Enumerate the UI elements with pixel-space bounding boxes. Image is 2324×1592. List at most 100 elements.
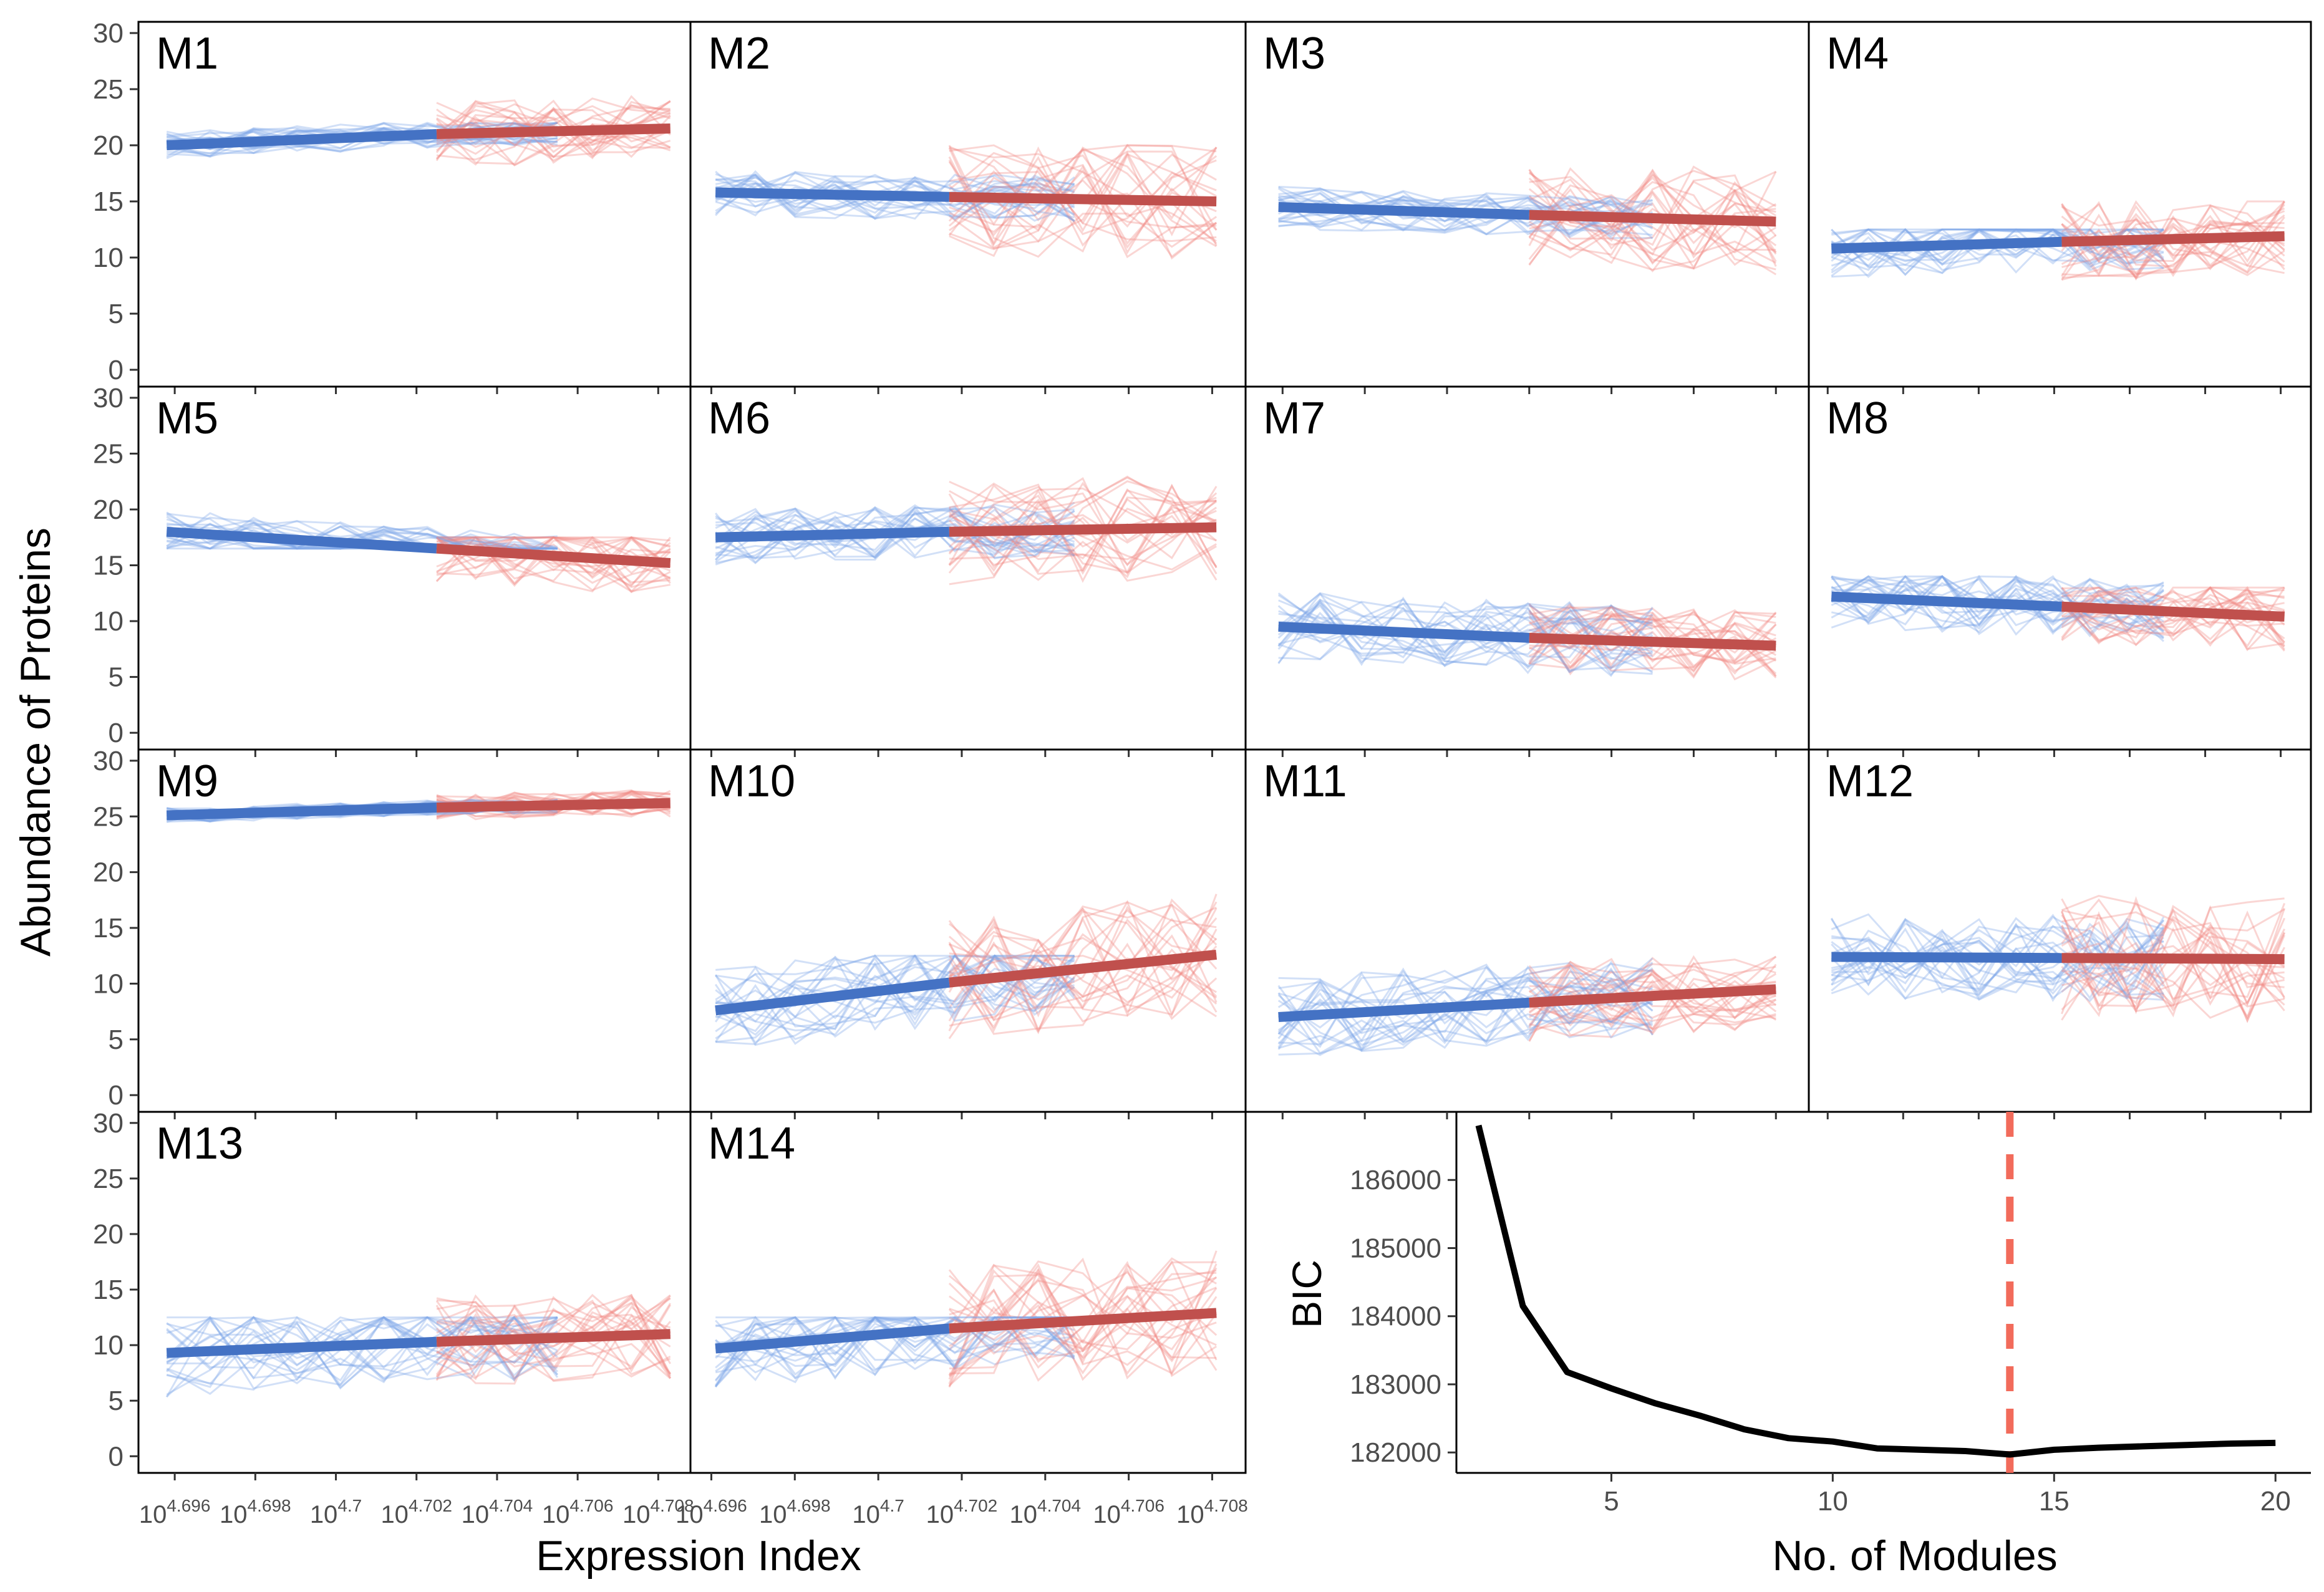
trend-line-red <box>949 191 1217 206</box>
panel-m3: M3 <box>1244 21 1810 394</box>
profile-line-red <box>436 102 671 143</box>
x-tick-label: 104.7 <box>310 1496 362 1528</box>
profile-line-red <box>2061 217 2285 281</box>
profile-line-red <box>436 536 671 592</box>
profile-line-blue <box>1831 228 2164 274</box>
panel-m12: M12 <box>1808 748 2312 1119</box>
profile-line-red <box>1528 169 1777 270</box>
profile-line-blue <box>1831 913 2164 1001</box>
profile-line-blue <box>1278 599 1653 673</box>
profile-line-blue <box>166 1316 558 1382</box>
panel-m2: M2 <box>689 21 1247 394</box>
profile-line-red <box>435 97 671 162</box>
trend-line-red <box>2061 953 2285 965</box>
profile-line-red <box>949 147 1218 236</box>
y-tick-label: 5 <box>109 299 123 329</box>
profile-line-red <box>948 170 1217 228</box>
profile-line-red <box>2061 586 2285 639</box>
profile-line-red <box>435 536 671 587</box>
profile-line-red <box>948 486 1217 582</box>
profile-line-blue <box>715 173 1075 220</box>
profile-line-red <box>2061 591 2285 647</box>
profile-line-blue <box>1277 187 1653 235</box>
profile-line-red <box>1529 970 1776 1016</box>
profile-line-red <box>2061 908 2285 1012</box>
profile-line-blue <box>715 1316 1075 1388</box>
trend-line-red <box>2061 601 2285 622</box>
profile-line-red <box>948 480 1218 573</box>
profile-line-red <box>2061 895 2285 1006</box>
profile-line-red <box>2061 201 2285 281</box>
profile-line-blue <box>167 1316 558 1379</box>
x-axis-title-expression: Expression Index <box>536 1532 861 1580</box>
profile-line-red <box>2061 587 2285 648</box>
profile-line-blue <box>715 513 1075 559</box>
profile-line-red <box>436 109 671 153</box>
profile-line-red <box>1528 165 1776 246</box>
profile-line-blue <box>1831 228 2164 276</box>
profile-line-red <box>2061 918 2285 991</box>
profile-line-red <box>2061 593 2285 636</box>
profile-line-blue <box>1278 979 1653 1044</box>
x-tick-label: 104.702 <box>926 1496 998 1528</box>
trend-line-red <box>436 543 671 568</box>
profile-line-red <box>948 1288 1217 1382</box>
profile-line-red <box>948 476 1218 575</box>
profile-line-blue <box>167 519 558 550</box>
profile-line-red <box>1529 962 1776 1037</box>
bic-x-tick-label: 20 <box>2260 1486 2291 1517</box>
profile-line-red <box>948 937 1218 1033</box>
module-label: M14 <box>708 1119 795 1169</box>
profile-line-red <box>948 144 1218 246</box>
profile-line-red <box>2061 201 2285 263</box>
profile-line-red <box>435 544 671 592</box>
y-tick-label: 5 <box>109 1025 123 1055</box>
profile-line-blue <box>715 954 1075 1005</box>
y-tick-label: 0 <box>109 1441 123 1472</box>
profile-line-red <box>948 146 1217 246</box>
y-tick-label: 10 <box>93 1330 123 1361</box>
profile-line-red <box>1529 605 1776 677</box>
trend-line-red <box>436 1329 671 1347</box>
profile-line-blue <box>715 504 1075 563</box>
profile-line-blue <box>1831 929 2164 1003</box>
profile-line-red <box>948 156 1217 247</box>
profile-line-blue <box>166 1316 558 1372</box>
profile-line-red <box>948 1271 1217 1376</box>
profile-line-red <box>949 1263 1218 1374</box>
trend-line-red <box>949 1308 1217 1334</box>
profile-line-blue <box>1831 931 2165 1000</box>
panel-border <box>1808 748 2312 1113</box>
profile-line-red <box>948 907 1218 1018</box>
y-tick-label: 30 <box>93 383 123 413</box>
profile-line-red <box>2061 589 2285 635</box>
trend-line-red <box>1529 632 1776 651</box>
profile-line-red <box>948 917 1218 1035</box>
trend-line-blue <box>715 526 950 543</box>
profile-line-red <box>436 536 671 580</box>
profile-line-red <box>1529 606 1777 646</box>
y-tick-label: 30 <box>93 18 123 49</box>
profile-line-blue <box>1277 602 1653 677</box>
module-label: M3 <box>1263 29 1325 79</box>
y-tick-label: 0 <box>109 355 123 385</box>
profile-line-red <box>436 1305 671 1381</box>
profile-line-red <box>1528 960 1777 1006</box>
panel-border <box>137 21 692 388</box>
y-tick-label: 15 <box>93 913 123 943</box>
profile-line-blue <box>1831 922 2164 1001</box>
profile-line-red <box>435 536 671 582</box>
profile-line-red <box>1528 604 1776 681</box>
profile-line-blue <box>1278 604 1653 674</box>
profile-line-red <box>949 1257 1217 1376</box>
x-tick-label: 104.706 <box>542 1496 614 1528</box>
profile-line-red <box>436 1305 671 1368</box>
profile-line-red <box>948 943 1218 1021</box>
profile-line-red <box>949 481 1217 567</box>
profile-line-red <box>2061 594 2285 652</box>
profile-line-red <box>436 1297 671 1382</box>
profile-line-red <box>1528 167 1777 251</box>
profile-line-red <box>435 120 671 166</box>
profile-line-red <box>949 477 1217 586</box>
y-tick-label: 5 <box>109 1386 123 1416</box>
